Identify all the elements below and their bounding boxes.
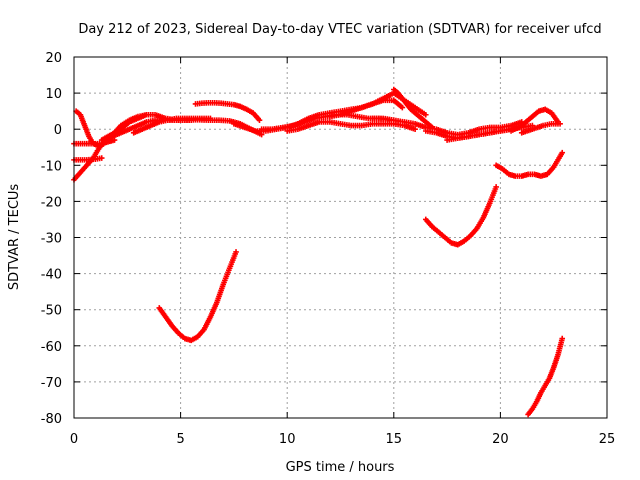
data-point	[493, 184, 499, 190]
series-track-18	[518, 120, 563, 136]
data-point	[422, 111, 429, 118]
x-tick-label: 15	[386, 432, 403, 447]
y-tick-label: 10	[45, 87, 62, 102]
y-tick-label: -40	[41, 268, 62, 283]
series-track-20	[422, 184, 499, 248]
series-track-7	[130, 115, 214, 136]
x-tick-label: 5	[176, 432, 184, 447]
x-tick-label: 10	[279, 432, 296, 447]
data-point	[207, 115, 214, 122]
y-tick-label: -80	[41, 412, 62, 427]
y-tick-label: 20	[45, 51, 62, 66]
data-point	[559, 149, 566, 156]
series-track-2	[71, 155, 105, 163]
x-tick-label: 0	[70, 432, 78, 447]
data-point	[256, 117, 263, 123]
data-point	[557, 120, 563, 127]
chart-title: Day 212 of 2023, Sidereal Day-to-day VTE…	[78, 22, 601, 37]
data-point	[98, 155, 105, 161]
data-point	[233, 249, 239, 255]
series-track-8	[192, 100, 263, 123]
y-tick-label: -30	[41, 232, 62, 247]
series-track-13	[391, 86, 435, 131]
y-tick-label: -50	[41, 304, 62, 319]
y-tick-label: -10	[41, 159, 62, 174]
series-track-14	[369, 115, 525, 138]
y-tick-label: -60	[41, 340, 62, 355]
x-tick-label: 25	[599, 432, 616, 447]
axis-ticks: 0 5 10 15 20 25 -80 -70 -60 -50 -40 -30 -20 -10 0 10 20	[41, 51, 616, 447]
data-series	[71, 86, 566, 418]
y-tick-label: 0	[54, 123, 62, 138]
series-track-11	[284, 119, 418, 134]
series-track-19	[156, 249, 239, 344]
x-tick-label: 20	[492, 432, 509, 447]
series-track-12	[327, 90, 429, 120]
x-axis-label: GPS time / hours	[286, 460, 395, 475]
y-axis-label: SDTVAR / TECUs	[7, 184, 22, 291]
grid	[74, 57, 607, 418]
series-track-17	[508, 106, 561, 134]
data-point	[412, 126, 418, 132]
data-point	[559, 335, 566, 342]
y-tick-label: -20	[41, 195, 62, 210]
series-track-21	[493, 149, 566, 179]
data-point	[399, 104, 406, 111]
series-track-22	[525, 335, 566, 418]
y-tick-label: -70	[41, 376, 62, 391]
